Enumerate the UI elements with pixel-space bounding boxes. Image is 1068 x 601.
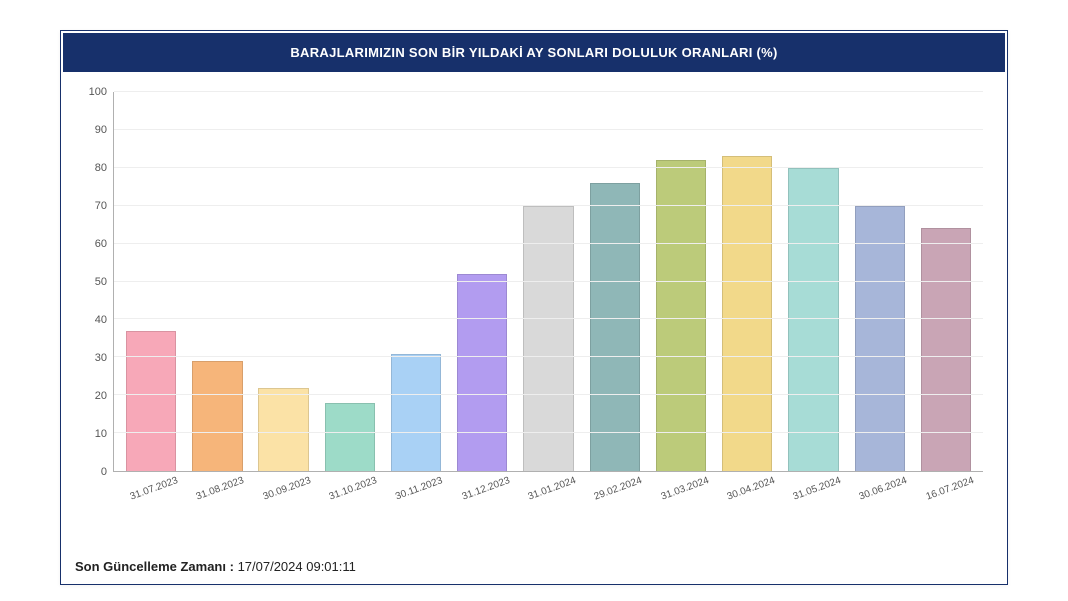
x-label: 30.06.2024 bbox=[848, 467, 916, 506]
x-label: 31.01.2024 bbox=[517, 467, 585, 506]
bar-slot bbox=[118, 92, 184, 471]
x-label: 31.10.2023 bbox=[318, 467, 386, 506]
bar-slot bbox=[515, 92, 581, 471]
last-update: Son Güncelleme Zamanı : 17/07/2024 09:01… bbox=[61, 511, 1007, 584]
y-tick: 10 bbox=[95, 428, 107, 440]
bar bbox=[325, 403, 375, 471]
y-tick: 0 bbox=[101, 466, 107, 478]
y-tick: 30 bbox=[95, 352, 107, 364]
bar-slot bbox=[780, 92, 846, 471]
y-tick: 70 bbox=[95, 200, 107, 212]
x-axis: 31.07.202331.08.202330.09.202331.10.2023… bbox=[113, 472, 983, 495]
gridline bbox=[114, 167, 983, 168]
y-tick: 100 bbox=[89, 86, 107, 98]
x-label: 30.04.2024 bbox=[716, 467, 784, 506]
x-label: 30.11.2023 bbox=[384, 467, 452, 506]
bar bbox=[126, 331, 176, 471]
bar bbox=[921, 228, 971, 471]
x-label: 31.07.2023 bbox=[119, 467, 187, 506]
x-label: 29.02.2024 bbox=[583, 467, 651, 506]
bar bbox=[391, 354, 441, 471]
bar bbox=[457, 274, 507, 471]
x-label: 31.08.2023 bbox=[185, 467, 253, 506]
y-tick: 20 bbox=[95, 390, 107, 402]
bar-slot bbox=[184, 92, 250, 471]
bar bbox=[788, 168, 838, 471]
bar-slot bbox=[250, 92, 316, 471]
gridline bbox=[114, 318, 983, 319]
chart-container: 0 10 20 30 40 50 60 70 80 90 100 31.07.202331.08.2… bbox=[61, 74, 1007, 511]
bar bbox=[192, 361, 242, 471]
gridline bbox=[114, 243, 983, 244]
bar-slot bbox=[449, 92, 515, 471]
x-label: 30.09.2023 bbox=[252, 467, 320, 506]
x-label: 16.07.2024 bbox=[915, 467, 983, 506]
y-tick: 40 bbox=[95, 314, 107, 326]
y-tick: 60 bbox=[95, 238, 107, 250]
bar-slot bbox=[317, 92, 383, 471]
bar bbox=[258, 388, 308, 471]
bar bbox=[722, 156, 772, 471]
chart-area: 0102030405060708090100 bbox=[79, 92, 983, 472]
x-label: 31.03.2024 bbox=[649, 467, 717, 506]
bar-slot bbox=[847, 92, 913, 471]
y-tick: 80 bbox=[95, 162, 107, 174]
gridline bbox=[114, 394, 983, 395]
bar-slot bbox=[714, 92, 780, 471]
bars-layer bbox=[114, 92, 983, 471]
bar bbox=[590, 183, 640, 471]
x-label: 31.05.2024 bbox=[782, 467, 850, 506]
bar-slot bbox=[582, 92, 648, 471]
bar bbox=[656, 160, 706, 471]
plot-area bbox=[113, 92, 983, 472]
gridline bbox=[114, 91, 983, 92]
bar-slot bbox=[648, 92, 714, 471]
bar-slot bbox=[383, 92, 449, 471]
x-label: 31.12.2023 bbox=[451, 467, 519, 506]
bar-slot bbox=[913, 92, 979, 471]
panel-title: BARAJLARIMIZIN SON BİR YILDAKİ AY SONLAR… bbox=[63, 33, 1005, 72]
last-update-label: Son Güncelleme Zamanı : bbox=[75, 559, 234, 574]
gridline bbox=[114, 356, 983, 357]
y-tick: 90 bbox=[95, 124, 107, 136]
last-update-value: 17/07/2024 09:01:11 bbox=[238, 559, 356, 574]
gridline bbox=[114, 432, 983, 433]
gridline bbox=[114, 281, 983, 282]
gridline bbox=[114, 205, 983, 206]
y-axis: 0102030405060708090100 bbox=[79, 92, 113, 472]
chart-panel: BARAJLARIMIZIN SON BİR YILDAKİ AY SONLAR… bbox=[60, 30, 1008, 585]
gridline bbox=[114, 129, 983, 130]
y-tick: 50 bbox=[95, 276, 107, 288]
